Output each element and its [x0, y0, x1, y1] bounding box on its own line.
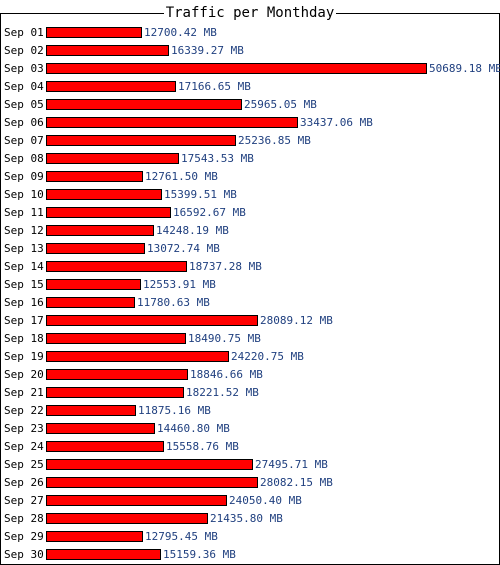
day-label: Sep 10	[4, 188, 44, 201]
value-label: 18846.66 MB	[190, 368, 263, 381]
value-label: 24050.40 MB	[229, 494, 302, 507]
day-label: Sep 30	[4, 548, 44, 561]
day-label: Sep 22	[4, 404, 44, 417]
value-label: 50689.18 MB	[429, 62, 500, 75]
traffic-bar	[46, 387, 184, 398]
day-label: Sep 20	[4, 368, 44, 381]
day-label: Sep 29	[4, 530, 44, 543]
traffic-bar	[46, 315, 258, 326]
value-label: 17543.53 MB	[181, 152, 254, 165]
day-label: Sep 04	[4, 80, 44, 93]
day-label: Sep 17	[4, 314, 44, 327]
traffic-bar	[46, 495, 227, 506]
value-label: 18490.75 MB	[188, 332, 261, 345]
value-label: 27495.71 MB	[255, 458, 328, 471]
value-label: 12795.45 MB	[145, 530, 218, 543]
traffic-bar	[46, 279, 141, 290]
value-label: 24220.75 MB	[231, 350, 304, 363]
day-label: Sep 14	[4, 260, 44, 273]
value-label: 11780.63 MB	[137, 296, 210, 309]
value-label: 16592.67 MB	[173, 206, 246, 219]
value-label: 16339.27 MB	[171, 44, 244, 57]
day-label: Sep 06	[4, 116, 44, 129]
traffic-bar	[46, 549, 161, 560]
day-label: Sep 07	[4, 134, 44, 147]
chart-title: Traffic per Monthday	[163, 5, 337, 21]
traffic-bar	[46, 171, 143, 182]
day-label: Sep 26	[4, 476, 44, 489]
traffic-bar	[46, 153, 179, 164]
value-label: 28082.15 MB	[260, 476, 333, 489]
traffic-bar	[46, 207, 171, 218]
traffic-bar	[46, 63, 427, 74]
value-label: 12761.50 MB	[145, 170, 218, 183]
traffic-bar	[46, 513, 208, 524]
traffic-bar	[46, 81, 176, 92]
traffic-bar	[46, 423, 155, 434]
traffic-bar	[46, 243, 145, 254]
value-label: 21435.80 MB	[210, 512, 283, 525]
traffic-bar	[46, 459, 253, 470]
day-label: Sep 25	[4, 458, 44, 471]
day-label: Sep 16	[4, 296, 44, 309]
day-label: Sep 01	[4, 26, 44, 39]
day-label: Sep 28	[4, 512, 44, 525]
value-label: 14460.80 MB	[157, 422, 230, 435]
day-label: Sep 21	[4, 386, 44, 399]
traffic-bar	[46, 117, 298, 128]
day-label: Sep 05	[4, 98, 44, 111]
day-label: Sep 09	[4, 170, 44, 183]
value-label: 11875.16 MB	[138, 404, 211, 417]
traffic-bar	[46, 333, 186, 344]
value-label: 25236.85 MB	[238, 134, 311, 147]
value-label: 28089.12 MB	[260, 314, 333, 327]
day-label: Sep 02	[4, 44, 44, 57]
traffic-bar	[46, 225, 154, 236]
value-label: 12553.91 MB	[143, 278, 216, 291]
traffic-bar	[46, 531, 143, 542]
day-label: Sep 23	[4, 422, 44, 435]
day-label: Sep 18	[4, 332, 44, 345]
day-label: Sep 12	[4, 224, 44, 237]
traffic-bar	[46, 261, 187, 272]
traffic-bar	[46, 99, 242, 110]
traffic-bar	[46, 297, 135, 308]
day-label: Sep 19	[4, 350, 44, 363]
value-label: 15399.51 MB	[164, 188, 237, 201]
day-label: Sep 24	[4, 440, 44, 453]
day-label: Sep 13	[4, 242, 44, 255]
value-label: 15558.76 MB	[166, 440, 239, 453]
value-label: 25965.05 MB	[244, 98, 317, 111]
day-label: Sep 11	[4, 206, 44, 219]
traffic-bar	[46, 135, 236, 146]
value-label: 18221.52 MB	[186, 386, 259, 399]
traffic-bar	[46, 477, 258, 488]
day-label: Sep 08	[4, 152, 44, 165]
traffic-bar	[46, 189, 162, 200]
value-label: 14248.19 MB	[156, 224, 229, 237]
value-label: 13072.74 MB	[147, 242, 220, 255]
traffic-bar	[46, 351, 229, 362]
day-label: Sep 15	[4, 278, 44, 291]
day-label: Sep 03	[4, 62, 44, 75]
traffic-bar	[46, 405, 136, 416]
value-label: 33437.06 MB	[300, 116, 373, 129]
value-label: 17166.65 MB	[178, 80, 251, 93]
traffic-bar	[46, 441, 164, 452]
traffic-bar	[46, 27, 142, 38]
traffic-bar	[46, 45, 169, 56]
value-label: 15159.36 MB	[163, 548, 236, 561]
traffic-bar	[46, 369, 188, 380]
value-label: 18737.28 MB	[189, 260, 262, 273]
value-label: 12700.42 MB	[144, 26, 217, 39]
day-label: Sep 27	[4, 494, 44, 507]
